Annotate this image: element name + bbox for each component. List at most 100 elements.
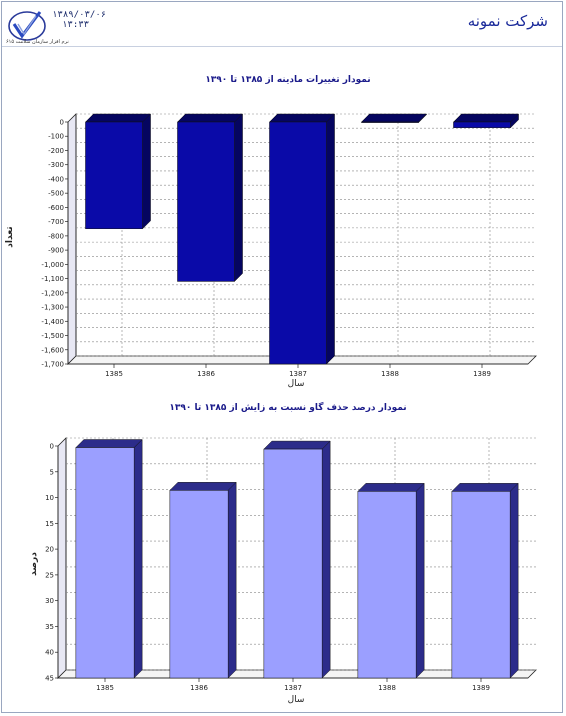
- c2-y-tick-label: 45: [45, 675, 54, 683]
- chart1-x-axis-label: سال: [288, 379, 305, 389]
- c2-bar-1385: [75, 438, 143, 679]
- c1-y-tick-label: -1,200: [41, 289, 64, 297]
- c1-bar-top: [176, 113, 244, 123]
- c1-y-tick-label: -1,100: [41, 275, 64, 283]
- c2-y-tick-label: 30: [45, 597, 54, 605]
- c1-y-tick-label: -1,400: [41, 318, 64, 326]
- c1-bar-side: [142, 113, 151, 230]
- c1-left-wall: [67, 113, 77, 365]
- c2-bar-face: [169, 490, 229, 679]
- c1-bar-top: [360, 113, 428, 123]
- header-divider: [2, 46, 562, 47]
- c2-bar-top: [357, 483, 425, 492]
- c1-y-tick-label: -1,300: [41, 304, 64, 312]
- c1-bar-side: [326, 113, 335, 365]
- c1-y-tick-label: -1,700: [41, 361, 64, 369]
- c2-x-tick-label: 1388: [378, 684, 396, 692]
- c1-bar-1389: [452, 113, 520, 129]
- c2-x-tick-label: 1385: [96, 684, 114, 692]
- c2-bar-1387: [263, 440, 331, 679]
- c2-y-tick-label: 10: [45, 494, 54, 502]
- c2-y-tick-label: 40: [45, 649, 54, 657]
- c2-x-tick-label: 1386: [190, 684, 208, 692]
- chart-cull-percentage: نمودار درصد حذف گاو نسبت به زایش از ۱۳۸۵…: [29, 401, 537, 705]
- c2-bar-side: [227, 481, 237, 679]
- c2-bar-side: [509, 482, 519, 679]
- c1-y-tick-label: -800: [48, 232, 64, 240]
- c2-bar-top: [169, 482, 237, 491]
- c2-x-tick-label: 1387: [284, 684, 302, 692]
- c1-y-tick-label: -600: [48, 204, 64, 212]
- company-name: شرکت نمونه: [467, 12, 548, 30]
- c2-bar-side: [133, 438, 143, 679]
- c2-bar-side: [415, 482, 425, 679]
- c1-y-tick-label: -1,500: [41, 332, 64, 340]
- chart2-bars: [75, 438, 519, 679]
- c1-y-tick-label: -1,000: [41, 261, 64, 269]
- chart2-y-ticks: 0 5 10 15 20 25 30 35 40 45: [45, 443, 54, 683]
- chart2-y-axis-label: درصد: [29, 552, 39, 576]
- c2-bar-1386: [169, 481, 237, 679]
- c1-bar-1388: [360, 113, 428, 124]
- c1-bar-top: [268, 113, 336, 123]
- c1-y-tick-label: -700: [48, 218, 64, 226]
- report-time: ۱۳:۳۳: [62, 20, 90, 30]
- c1-x-tick-label: 1387: [289, 370, 307, 378]
- c2-bar-1388: [357, 482, 425, 679]
- report-datetime: ۱۳۸۹/۰۳/۰۶ ۱۳:۳۳: [52, 10, 106, 30]
- report-header: ۱۳۸۹/۰۳/۰۶ ۱۳:۳۳ شرکت نمونه: [2, 2, 562, 41]
- c1-y-tick-label: -500: [48, 190, 64, 198]
- chart1-bars: [84, 113, 520, 365]
- c1-bar-face: [453, 121, 511, 128]
- c2-y-tick-label: 5: [50, 468, 54, 476]
- chart2-title: نمودار درصد حذف گاو نسبت به زایش از ۱۳۸۵…: [169, 401, 406, 413]
- c2-bar-top: [263, 440, 331, 450]
- chart2-x-axis-label: سال: [288, 695, 305, 705]
- c1-y-tick-label: -1,600: [41, 346, 64, 354]
- c2-bar-face: [451, 491, 511, 679]
- c1-y-tick-label: 0: [60, 119, 64, 127]
- c2-bar-face: [75, 447, 135, 679]
- c1-bar-face: [85, 121, 143, 230]
- c1-bar-top: [452, 113, 520, 123]
- c2-bar-face: [263, 448, 323, 679]
- c1-x-tick-label: 1388: [381, 370, 399, 378]
- c2-y-tick-label: 20: [45, 546, 54, 554]
- c2-y-tick-label: 25: [45, 571, 54, 579]
- chart1-title: نمودار تغییرات مادینه از ۱۳۸۵ تا ۱۳۹۰: [205, 75, 370, 85]
- c1-bar-1387: [268, 113, 336, 365]
- chart2-x-ticks: 1385 1386 1387 1388 1389: [96, 684, 490, 692]
- c2-y-tick-label: 0: [50, 443, 54, 451]
- c2-left-wall: [57, 437, 67, 679]
- c1-bar-1386: [176, 113, 244, 283]
- software-tagline: نرم افزار سازمان سلامت ۶۱۵: [6, 39, 69, 45]
- company-logo-icon: [8, 11, 46, 41]
- c2-y-tick-label: 15: [45, 520, 54, 528]
- c1-bar-face: [177, 121, 235, 282]
- c2-bar-1389: [451, 482, 519, 679]
- c2-bar-face: [357, 491, 417, 679]
- c1-y-tick-label: -400: [48, 175, 64, 183]
- chart1-x-ticks: 1385 1386 1387 1388 1389: [105, 370, 491, 378]
- c1-y-tick-label: -300: [48, 161, 64, 169]
- c1-x-tick-label: 1389: [473, 370, 491, 378]
- chart-female-changes: نمودار تغییرات مادینه از ۱۳۸۵ تا ۱۳۹۰ 0 -…: [5, 75, 537, 389]
- c1-y-tick-label: -900: [48, 247, 64, 255]
- report-date: ۱۳۸۹/۰۳/۰۶: [52, 10, 107, 20]
- c1-bar-side: [234, 113, 243, 283]
- c1-bar-1385: [84, 113, 152, 230]
- c2-x-tick-label: 1389: [472, 684, 490, 692]
- chart1-y-axis-label: تعداد: [5, 226, 15, 247]
- c2-bar-side: [321, 440, 331, 679]
- c2-bar-top: [451, 483, 519, 492]
- c1-y-tick-label: -200: [48, 147, 64, 155]
- c2-bar-top: [75, 439, 143, 448]
- chart1-y-ticks: 0 -100 -200 -300 -400 -500 -600 -700 -800 -900 -1,…: [41, 119, 64, 369]
- c2-y-tick-label: 35: [45, 623, 54, 631]
- c1-x-tick-label: 1385: [105, 370, 123, 378]
- c1-x-tick-label: 1386: [197, 370, 215, 378]
- c1-y-tick-label: -100: [48, 133, 64, 141]
- c1-bar-top: [84, 113, 152, 123]
